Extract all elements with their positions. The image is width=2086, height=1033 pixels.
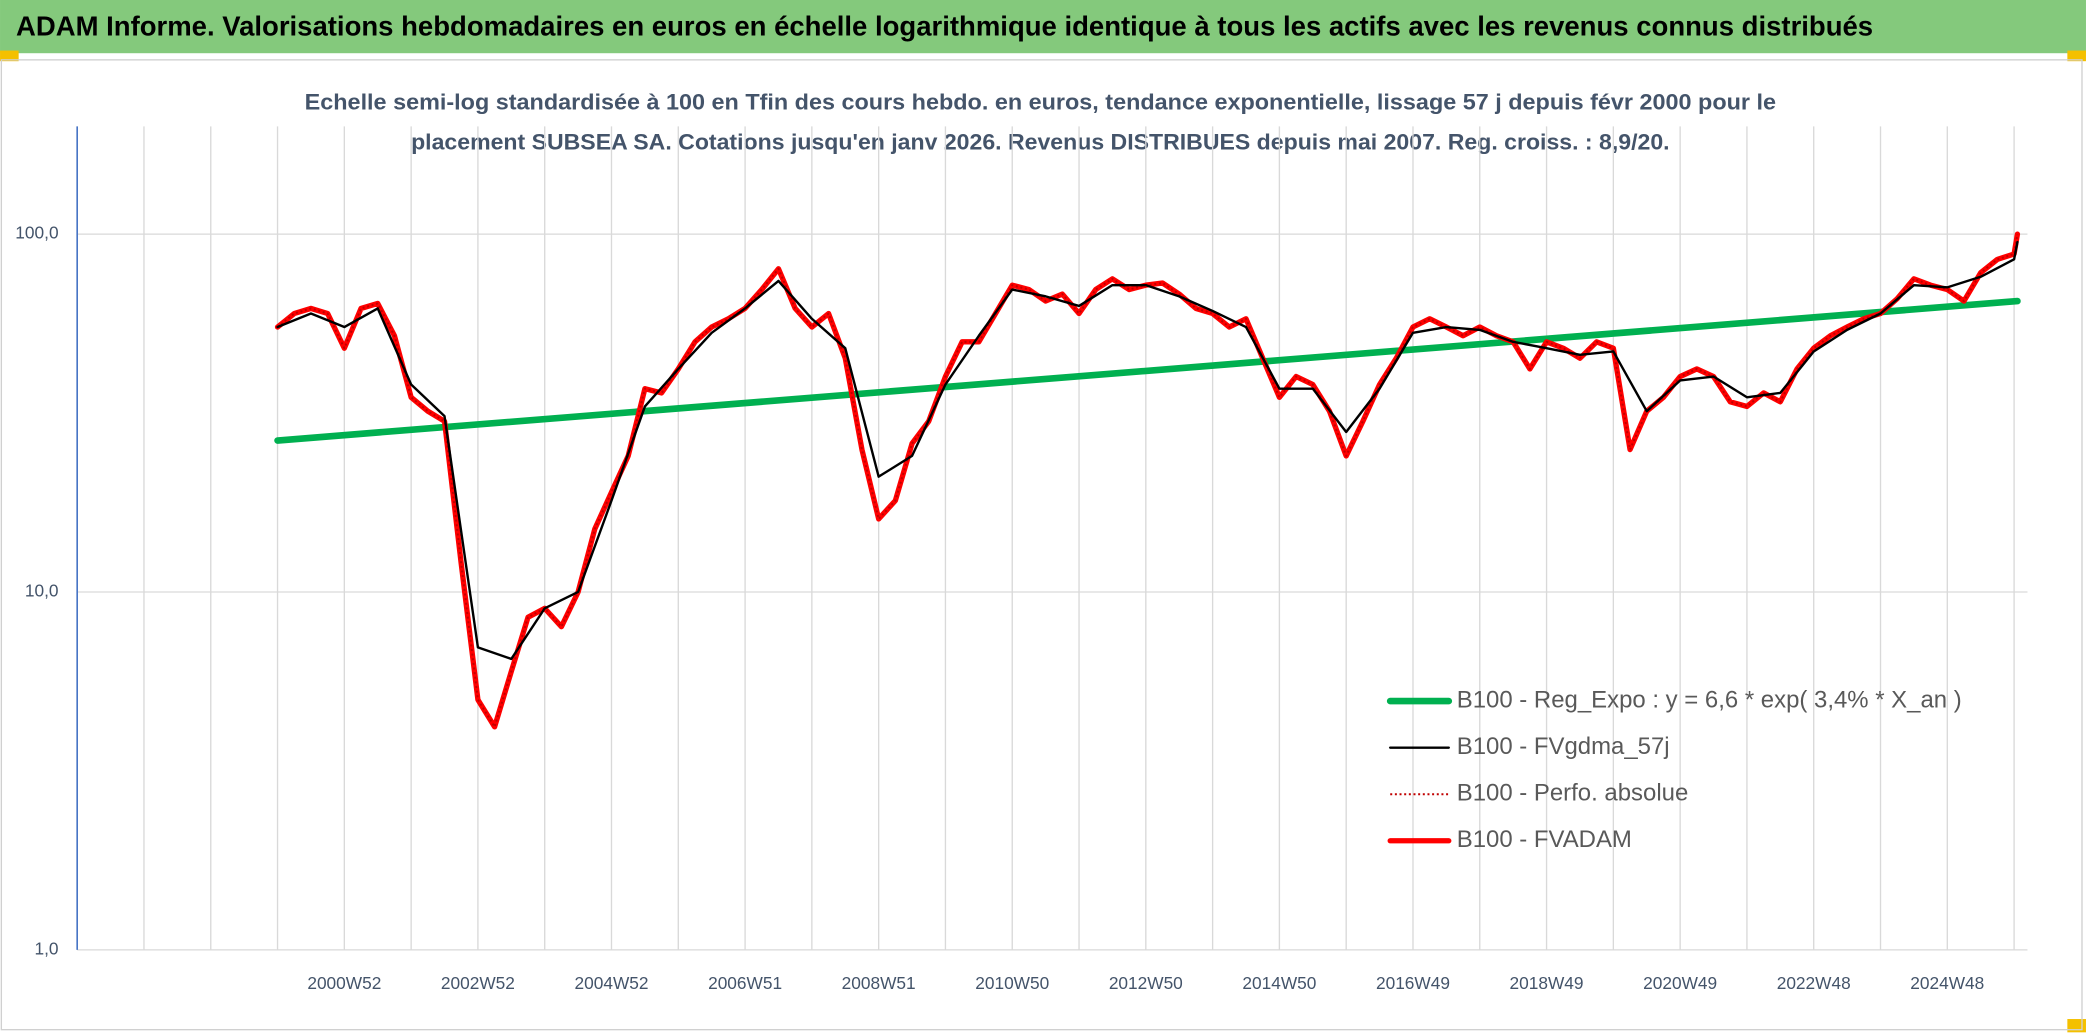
x-tick-label: 2022W48 [1777,973,1851,993]
legend-label: B100 - Reg_Expo : y = 6,6 * exp( 3,4% * … [1457,686,1962,713]
y-tick-label: 1,0 [35,938,59,958]
x-tick-label: 2000W52 [307,973,381,993]
corner [0,50,19,62]
series-line [274,231,2021,730]
y-tick-label: 10,0 [25,581,59,601]
legend-label: B100 - Perfo. absolue [1457,780,1689,807]
legend-label: B100 - FVgdma_57j [1457,733,1670,760]
chart-title: ADAM Informe. Valorisations hebdomadaire… [16,10,1873,41]
x-tick-label: 2024W48 [1910,973,1984,993]
header-band [0,0,2086,54]
chart-subtitle: placement SUBSEA SA. Cotations jusqu'en … [411,130,1669,155]
legend-label: B100 - FVADAM [1457,826,1632,853]
frame [0,59,2083,1031]
series-line [274,297,2021,444]
chart-subtitle: Echelle semi-log standardisée à 100 en T… [305,90,1776,115]
x-tick-label: 2002W52 [441,973,515,993]
corner [2067,50,2086,62]
x-tick-label: 2004W52 [575,973,649,993]
x-tick-label: 2016W49 [1376,973,1450,993]
x-tick-label: 2018W49 [1510,973,1584,993]
x-tick-label: 2006W51 [708,973,782,993]
x-tick-label: 2008W51 [842,973,916,993]
x-tick-label: 2010W50 [975,973,1049,993]
y-tick-label: 100,0 [15,223,58,243]
x-tick-label: 2020W49 [1643,973,1717,993]
x-tick-label: 2014W50 [1242,973,1316,993]
series-line [276,240,2019,661]
x-tick-label: 2012W50 [1109,973,1183,993]
